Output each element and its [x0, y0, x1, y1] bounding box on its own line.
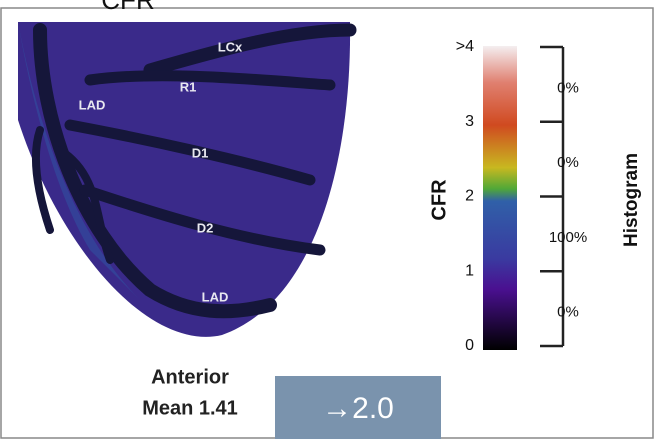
- tick-label: 1: [465, 262, 474, 279]
- vessel-label: D2: [197, 220, 214, 235]
- colorbar-label: CFR: [428, 179, 450, 221]
- histogram: 0% 0% 100% 0%: [540, 45, 587, 348]
- histogram-value: 0%: [557, 79, 579, 96]
- tick-label: 3: [465, 113, 474, 130]
- colorbar: [483, 46, 517, 350]
- tick-label: 0: [465, 337, 474, 354]
- vessel-label: LAD: [79, 97, 106, 112]
- caption: Mean 1.41: [142, 397, 238, 419]
- colorbar-ticks: >4 3 2 1 0: [456, 38, 474, 354]
- value-button[interactable]: [275, 376, 441, 439]
- vessel-label: R1: [180, 79, 197, 94]
- histogram-value: 0%: [557, 304, 579, 321]
- histogram-value: 100%: [549, 229, 587, 246]
- heart-map: LCx R1 LAD D1 D2 LAD: [18, 22, 357, 337]
- caption: Anterior: [151, 366, 229, 388]
- histogram-label: Histogram: [621, 153, 642, 247]
- tick-label: 2: [465, 188, 474, 205]
- vessel-label: LAD: [202, 289, 229, 304]
- histogram-value: 0%: [557, 154, 579, 171]
- vessel-label: LCx: [218, 39, 243, 54]
- vessel-label: D1: [192, 145, 209, 160]
- figure-title: CFR: [101, 0, 154, 15]
- tick-label: >4: [456, 38, 474, 55]
- button-label[interactable]: →2.0: [322, 392, 394, 425]
